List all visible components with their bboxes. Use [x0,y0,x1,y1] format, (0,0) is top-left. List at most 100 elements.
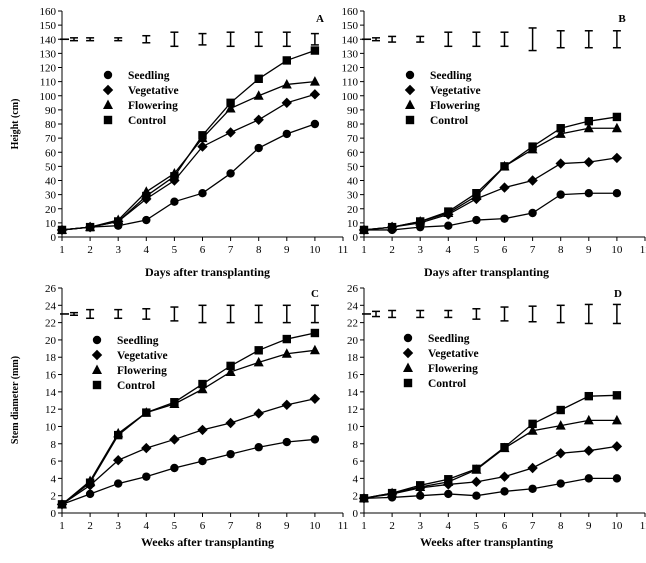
data-point-control [282,56,291,65]
data-point-seedling [170,463,179,473]
x-axis-label: Weeks after transplanting [420,535,553,549]
data-point-control [254,74,263,83]
data-point-control [198,379,207,389]
data-point-seedling [584,474,593,483]
x-tick-label: 1 [361,520,367,532]
data-point-seedling [612,474,622,483]
legend-label-vegetative: Vegetative [428,348,479,360]
data-point-seedling [142,215,151,225]
data-point-control [528,419,537,429]
data-point-seedling [584,189,593,198]
data-point-vegetative [197,424,208,436]
data-point-flowering [281,78,292,89]
data-point-flowering [253,356,264,367]
data-point-control [170,172,179,181]
y-tick-label: 6 [353,456,359,468]
x-tick-label: 11 [338,244,349,256]
x-tick-label: 8 [558,520,564,532]
x-tick-label: 8 [558,244,564,256]
legend-label-control: Control [428,378,466,390]
x-tick-label: 11 [640,244,646,256]
y-tick-label: 2 [353,491,359,503]
data-point-control [57,225,67,235]
legend-label-vegetative: Vegetative [128,85,179,97]
legend-label-control: Control [128,115,166,127]
data-point-seedling [142,472,151,481]
data-point-flowering [527,425,538,435]
y-tick-label: 40 [45,176,57,188]
data-point-control [310,328,320,338]
x-tick-label: 3 [417,244,423,256]
y-tick-label: 100 [342,91,359,103]
data-point-flowering [611,122,622,133]
y-tick-label: 160 [342,6,359,18]
data-point-vegetative [225,127,236,138]
y-tick-label: 110 [342,77,359,89]
legend-marker-control [403,378,413,388]
legend-label-flowering: Flowering [428,363,478,375]
data-point-control [387,488,397,498]
data-point-seedling [114,479,123,488]
data-point-control [359,225,369,235]
x-axis-label: Days after transplanting [424,265,549,279]
data-point-seedling [612,189,622,198]
data-point-vegetative [309,89,321,100]
y-tick-label: 16 [347,370,359,382]
series-line-flowering [363,419,617,499]
series-line-seedling [61,123,316,231]
x-tick-label: 4 [144,520,150,532]
x-tick-label: 11 [338,520,349,532]
data-point-control [226,98,235,108]
panel-letter: B [618,13,626,25]
data-point-control [500,162,509,171]
x-tick-label: 1 [59,520,65,532]
data-point-vegetative [169,434,180,445]
data-point-flowering [555,128,566,138]
data-point-seedling [528,484,537,493]
legend-marker-flowering [405,99,415,109]
y-tick-label: 150 [342,20,359,32]
x-tick-label: 4 [446,244,452,256]
legend-marker-flowering [403,362,413,372]
y-tick-label: 140 [40,34,57,46]
data-point-flowering [309,344,320,355]
y-tick-label: 0 [51,232,57,244]
y-tick-label: 150 [40,20,57,32]
y-tick-label: 90 [347,105,359,117]
series-line-vegetative [61,398,316,505]
y-tick-label: 160 [40,6,57,18]
panel-letter: C [311,288,319,300]
y-axis-label: Stem diameter (mm) [10,356,21,444]
chart-panel-a: 0102030405060708090100110120130140150160… [10,6,348,279]
panel-letter: D [614,288,622,300]
legend-label-seedling: Seedling [128,70,170,82]
x-tick-label: 2 [389,244,395,256]
y-tick-label: 8 [353,439,359,451]
y-tick-label: 110 [40,77,57,89]
chart-panel-d: 024681012141618202224261234567891011Week… [347,283,646,549]
legend-marker-seedling [92,335,102,345]
x-tick-label: 4 [446,520,452,532]
y-tick-label: 14 [45,387,57,399]
x-tick-label: 5 [172,520,178,532]
data-point-control [500,443,509,452]
y-tick-label: 18 [45,352,57,364]
x-tick-label: 2 [389,520,395,532]
x-tick-label: 10 [309,244,321,256]
data-point-flowering [555,420,566,430]
legend-label-seedling: Seedling [428,333,470,345]
data-point-seedling [500,487,509,496]
y-tick-label: 20 [45,335,57,347]
y-tick-label: 30 [45,190,57,202]
x-tick-label: 6 [200,244,206,256]
legend-marker-control [103,115,113,125]
legend-label-flowering: Flowering [117,365,167,377]
legend-marker-control [405,115,415,125]
data-point-flowering [253,90,264,100]
y-tick-label: 12 [45,404,56,416]
x-tick-label: 5 [474,520,480,532]
y-tick-label: 140 [342,34,359,46]
data-point-control [612,112,622,122]
data-point-control [142,191,151,201]
series-line-control [363,116,617,231]
